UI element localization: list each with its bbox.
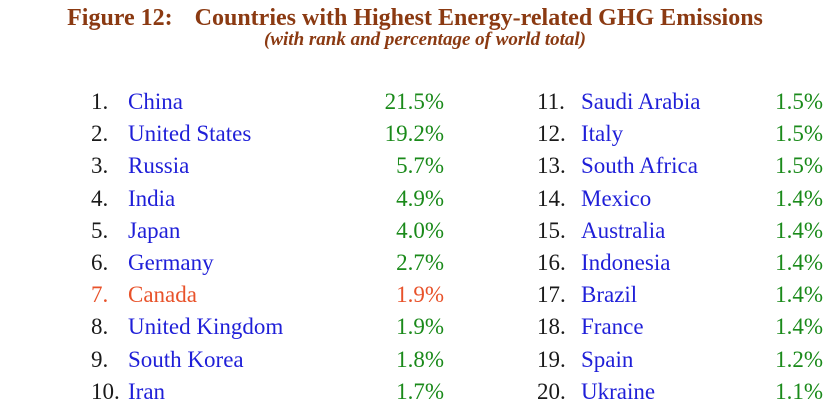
ranking-row: 11. Saudi Arabia 1.5% (0, 86, 830, 118)
ranking-row: 13. South Africa 1.5% (0, 150, 830, 182)
emission-percentage: 1.4% (775, 282, 823, 308)
country-name: Mexico (581, 185, 652, 211)
country-name: Canada (128, 282, 197, 308)
emission-percentage: 1.9% (396, 282, 444, 308)
country-name: United Kingdom (128, 314, 284, 340)
figure-subtitle: (with rank and percentage of world total… (264, 29, 586, 50)
country-name: South Korea (128, 346, 244, 372)
emission-percentage: 1.8% (396, 346, 444, 372)
emission-percentage: 1.4% (775, 185, 823, 211)
ranking-row: 5. Japan 4.0% (0, 215, 830, 247)
ranking-row: 6. Germany 2.7% (0, 247, 830, 279)
ranking-row: 16. Indonesia 1.4% (0, 247, 830, 279)
emission-percentage: 2.7% (396, 250, 444, 275)
country-name: Italy (581, 121, 624, 147)
country-name: Spain (581, 346, 634, 372)
emission-percentage: 1.5% (775, 89, 823, 114)
ranking-row: 2. United States 19.2% (0, 118, 830, 150)
country-name: United States (128, 121, 252, 147)
country-name: Iran (128, 378, 166, 404)
country-name: Germany (128, 250, 214, 275)
figure-label: Figure 12: (67, 5, 173, 31)
ranking-row: 10. Iran 1.7% (0, 376, 830, 408)
country-name: South Africa (581, 153, 698, 179)
ranking-row: 8. United Kingdom 1.9% (0, 311, 830, 343)
ranking-row: 9. South Korea 1.8% (0, 344, 830, 376)
rank-number: 9. (91, 346, 109, 372)
rank-number: 8. (91, 314, 109, 340)
rank-number: 17. (537, 282, 566, 308)
ranking-row: 3. Russia 5.7% (0, 150, 830, 182)
country-name: Australia (581, 217, 666, 243)
emission-percentage: 4.9% (396, 185, 444, 211)
figure-header: Figure 12: Countries with Highest Energy-… (0, 4, 830, 50)
figure-title: Figure 12: Countries with Highest Energy-… (0, 4, 830, 32)
ranking-row: 19. Spain 1.2% (0, 344, 830, 376)
emission-percentage: 4.0% (396, 217, 444, 243)
rank-number: 1. (91, 89, 109, 114)
emission-percentage: 19.2% (384, 121, 444, 147)
ranking-row: 12. Italy 1.5% (0, 118, 830, 150)
rank-number: 16. (537, 250, 566, 275)
emission-percentage: 1.9% (396, 314, 444, 340)
ranking-row: 14. Mexico 1.4% (0, 183, 830, 215)
emission-percentage: 1.4% (775, 217, 823, 243)
country-name: Indonesia (581, 250, 671, 275)
rank-number: 4. (91, 185, 109, 211)
country-name: Ukraine (581, 378, 656, 404)
ranking-row: 20. Ukraine 1.1% (0, 376, 830, 408)
emission-percentage: 21.5% (384, 89, 444, 114)
country-name: Brazil (581, 282, 638, 308)
country-name: Saudi Arabia (581, 89, 701, 114)
emission-percentage: 1.4% (775, 314, 823, 340)
rank-number: 13. (537, 153, 566, 179)
rank-number: 11. (537, 89, 565, 114)
rank-number: 20. (537, 378, 566, 404)
emission-percentage: 1.1% (775, 378, 823, 404)
emission-percentage: 1.5% (775, 121, 823, 147)
country-name: France (581, 314, 644, 340)
emission-percentage: 5.7% (396, 153, 444, 179)
rank-number: 7. (91, 282, 109, 308)
rank-number: 6. (91, 250, 109, 275)
country-name: China (128, 89, 183, 114)
rank-number: 10. (91, 378, 120, 404)
emission-percentage: 1.7% (396, 378, 444, 404)
rank-number: 3. (91, 153, 109, 179)
emission-percentage: 1.4% (775, 250, 823, 275)
ranking-row: 1. China 21.5% (0, 86, 830, 118)
country-name: India (128, 185, 176, 211)
figure-title-text: Countries with Highest Energy-related GH… (194, 5, 763, 31)
country-name: Japan (128, 217, 181, 243)
rank-number: 12. (537, 121, 566, 147)
rank-number: 14. (537, 185, 566, 211)
ranking-row: 4. India 4.9% (0, 183, 830, 215)
rank-number: 2. (91, 121, 109, 147)
rank-number: 19. (537, 346, 566, 372)
rank-number: 18. (537, 314, 566, 340)
ranking-row: 18. France 1.4% (0, 311, 830, 343)
ranking-row: 15. Australia 1.4% (0, 215, 830, 247)
ranking-row: 17. Brazil 1.4% (0, 279, 830, 311)
country-name: Russia (128, 153, 190, 179)
emission-percentage: 1.2% (775, 346, 823, 372)
rank-number: 15. (537, 217, 566, 243)
emission-percentage: 1.5% (775, 153, 823, 179)
ranking-row: 7. Canada 1.9% (0, 279, 830, 311)
rank-number: 5. (91, 217, 109, 243)
